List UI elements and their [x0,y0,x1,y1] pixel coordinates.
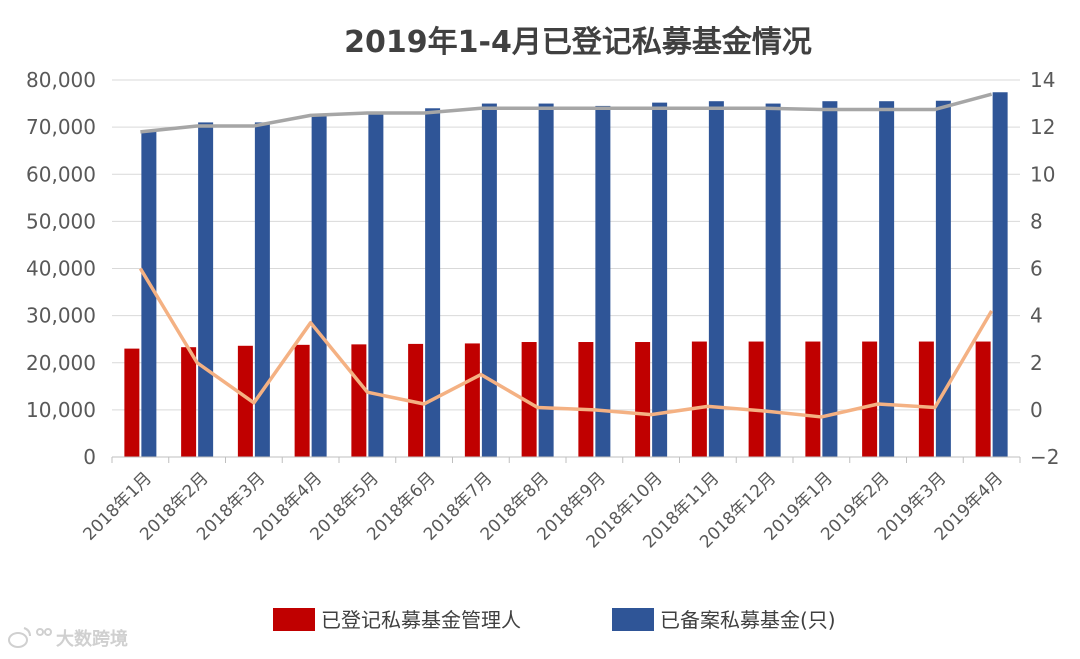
legend-label-managers: 已登记私募基金管理人 [321,608,521,632]
legend-swatch-managers [273,608,315,631]
line-series-gray [140,92,993,134]
bar-funds [822,101,838,458]
watermark-text: 大数跨境 [56,628,128,650]
y-left-tick-label: 30,000 [26,304,96,328]
y-right-tick-label: 12 [1030,115,1055,139]
watermark: 大数跨境 [8,627,128,650]
bar-managers [862,341,878,457]
bar-funds [481,103,497,457]
bar-managers [464,343,480,457]
y-left-tick-label: 20,000 [26,351,96,375]
y-right-tick-label: 4 [1030,304,1043,328]
y-right-tick-label: 8 [1030,209,1043,233]
y-right-tick-label: 6 [1030,257,1043,281]
y-left-tick-label: 80,000 [26,68,96,92]
y-left-tick-label: 40,000 [26,257,96,281]
bar-funds [595,105,611,457]
bar-managers [237,345,253,457]
bar-funds [652,102,668,458]
bar-funds [935,100,951,458]
chart-title: 2019年1-4月已登记私募基金情况 [344,25,812,60]
bar-managers [691,341,707,457]
bar-managers [124,348,140,457]
bar-managers [805,341,821,457]
weibo-logo-icon [8,627,52,648]
y-left-tick-label: 50,000 [26,209,96,233]
bar-funds [311,115,327,457]
legend: 已登记私募基金管理人 已备案私募基金(只) [273,608,836,632]
y-right-tick-label: 0 [1030,398,1043,422]
bar-funds [765,103,781,457]
y-left-tick-label: 60,000 [26,162,96,186]
y-right-tick-label: 2 [1030,351,1043,375]
bar-funds [708,101,724,458]
bar-funds [198,122,214,457]
lines [138,92,994,419]
bar-managers [181,347,197,457]
bar-managers [748,341,764,457]
bar-funds [368,112,384,458]
y-right-tick-label: 14 [1030,68,1055,92]
bar-managers [578,342,594,457]
bar-funds [425,108,441,458]
bar-funds [992,92,1008,457]
bar-funds [254,122,270,457]
legend-swatch-funds [612,608,654,631]
bar-managers [975,341,991,457]
y-right-tick-label: 10 [1030,162,1055,186]
y-right-tick-label: −2 [1030,445,1059,469]
bar-managers [521,342,537,457]
bar-managers [294,344,310,457]
bars [124,92,1008,458]
legend-label-funds: 已备案私募基金(只) [660,608,836,632]
bar-funds [141,131,157,457]
bar-funds [879,101,895,458]
bar-managers [918,341,934,457]
bar-managers [351,344,367,457]
bar-funds [538,103,554,457]
y-left-tick-label: 0 [83,445,96,469]
y-left-tick-label: 70,000 [26,115,96,139]
line-series-orange [138,267,994,419]
y-left-tick-label: 10,000 [26,398,96,422]
bar-managers [635,342,651,457]
